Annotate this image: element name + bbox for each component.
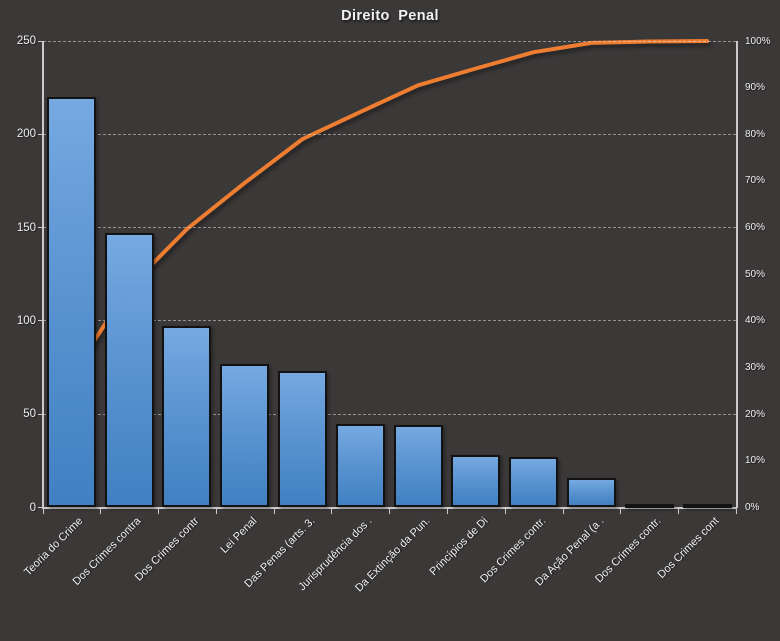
y-axis-label-right: 70% [745, 175, 766, 187]
y-axis-label-right: 100% [745, 35, 771, 47]
bar-1[interactable] [46, 96, 96, 508]
x-axis-tick [389, 508, 391, 514]
y-axis-label-right: 40% [745, 315, 766, 327]
bar-6[interactable] [335, 423, 385, 508]
x-axis-tick [504, 508, 506, 514]
x-axis-tick [447, 508, 449, 514]
bar-5[interactable] [278, 371, 328, 508]
bar-9[interactable] [509, 457, 559, 508]
y-axis-label-right: 10% [745, 455, 766, 467]
y-axis-label-right: 60% [745, 222, 766, 234]
y-axis-label-right: 90% [745, 82, 766, 94]
right-axis-line [736, 41, 738, 508]
y-axis-label-right: 80% [745, 128, 766, 140]
x-axis-line [42, 507, 737, 509]
bar-2[interactable] [104, 233, 154, 508]
left-axis-tick [37, 507, 43, 508]
x-axis-tick [562, 508, 564, 514]
y-axis-label-left: 50 [23, 408, 36, 421]
bar-7[interactable] [393, 425, 443, 508]
bar-11[interactable] [624, 503, 674, 508]
bar-3[interactable] [162, 326, 212, 508]
y-axis-label-left: 200 [16, 128, 36, 141]
bar-8[interactable] [451, 455, 501, 508]
y-axis-label-left: 100 [16, 314, 36, 327]
y-axis-label-right: 30% [745, 362, 766, 374]
y-axis-label-right: 0% [745, 502, 760, 513]
left-axis-tick [37, 320, 43, 322]
x-axis-tick [736, 508, 737, 514]
bar-10[interactable] [567, 477, 617, 508]
cumulative-line[interactable] [69, 39, 710, 378]
bar-4[interactable] [220, 363, 270, 508]
x-axis-tick [100, 508, 102, 514]
gridline [42, 320, 736, 322]
gridline [42, 227, 736, 229]
gridline [42, 40, 736, 42]
x-axis-tick [620, 508, 622, 514]
y-axis-label-right: 20% [745, 408, 766, 420]
y-axis-label-left: 150 [16, 221, 36, 234]
x-axis-tick [158, 508, 160, 514]
left-axis-tick [37, 227, 43, 229]
gridline [42, 413, 736, 415]
x-axis-tick [331, 508, 333, 514]
x-axis-tick [42, 508, 44, 514]
bar-12[interactable] [682, 503, 732, 508]
y-axis-label-right: 50% [745, 268, 766, 280]
y-axis-label-left: 0 [29, 501, 36, 514]
gridline [42, 133, 736, 135]
x-axis-tick [273, 508, 275, 514]
x-axis-tick [678, 508, 680, 514]
left-axis-tick [37, 413, 43, 415]
y-axis-label-left: 250 [16, 35, 36, 47]
x-axis-tick [215, 508, 217, 514]
left-axis-tick [37, 133, 43, 135]
chart-title: Direito Penal [341, 8, 439, 24]
left-axis-tick [37, 40, 43, 42]
left-axis-line [42, 41, 44, 508]
